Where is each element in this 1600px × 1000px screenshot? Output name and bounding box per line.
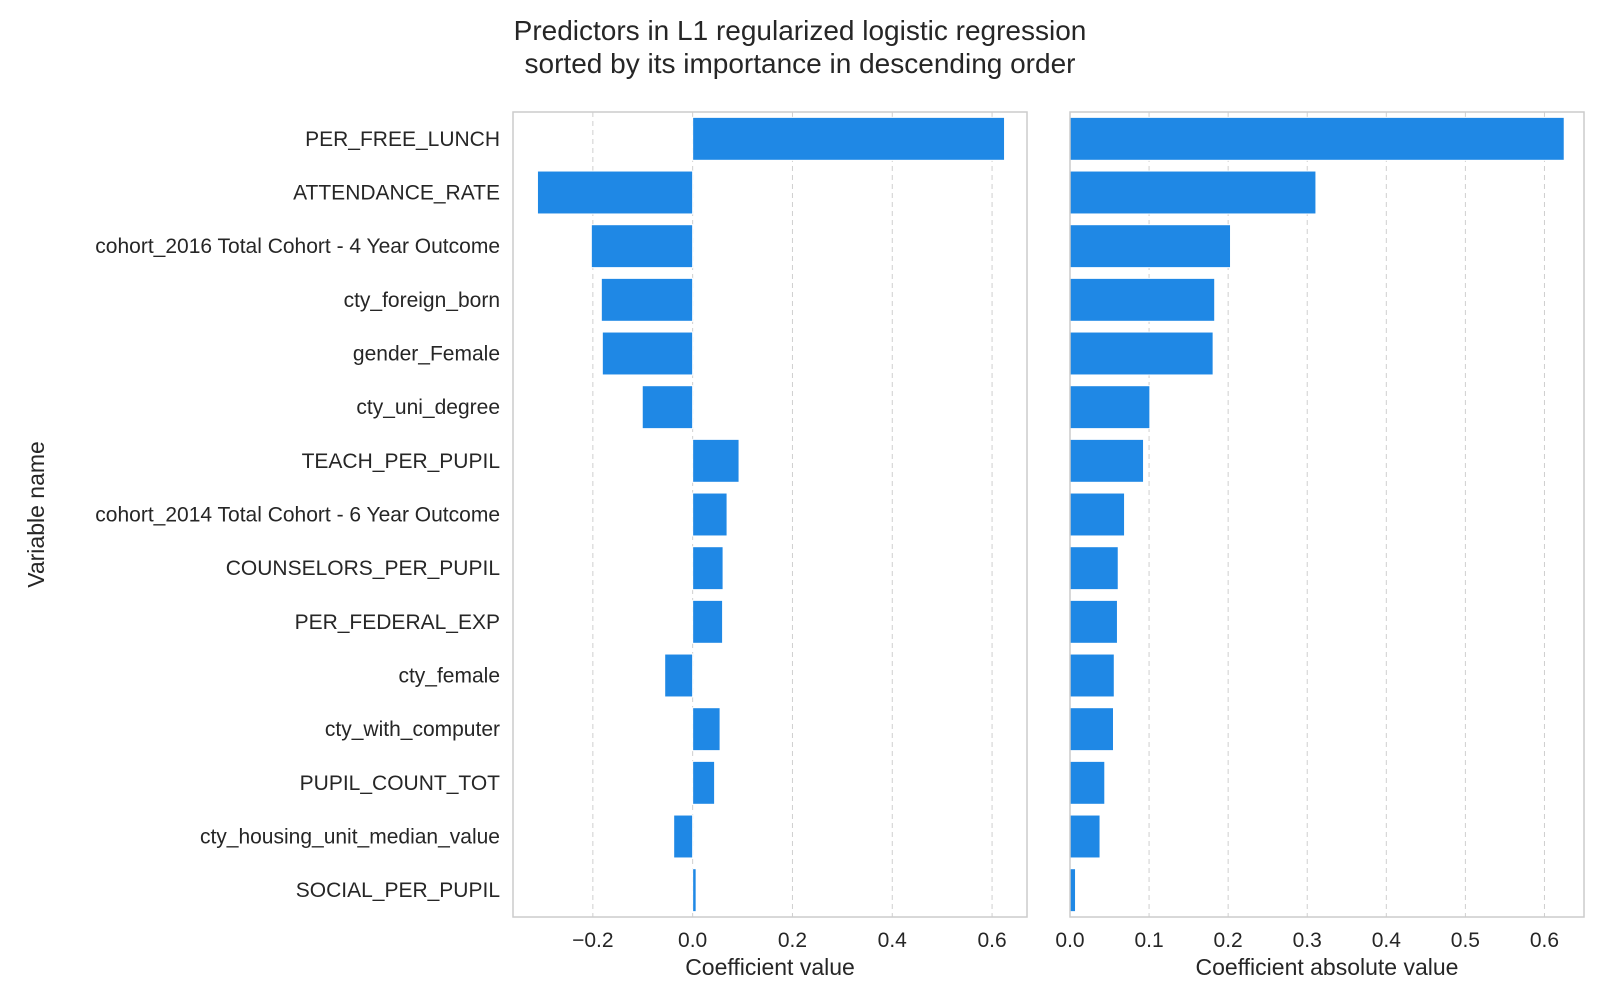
panel-1-xtick-label-5: 0.6	[977, 929, 1006, 952]
panel-1-ytick-label-1: PER_FREE_LUNCH	[305, 128, 500, 151]
panel-2-bar-14	[1069, 814, 1101, 859]
panel-2-xtick-label-7: 0.6	[1530, 929, 1559, 952]
panel-1-bar-12	[692, 707, 721, 752]
panel-1-xtick-label-2: 0.0	[678, 929, 707, 952]
panel-1-xtick-label-1: −0.2	[572, 929, 613, 952]
panel-1-bar-15	[692, 868, 697, 913]
panel-1-bar-9	[692, 546, 724, 591]
panel-1-bar-11	[664, 653, 694, 698]
panel-1-frame	[512, 111, 1028, 918]
panel-2-xtick-label-6: 0.5	[1451, 929, 1480, 952]
panel-1-ytick-label-6: cty_uni_degree	[356, 396, 500, 419]
panel-1-ytick-label-3: cohort_2016 Total Cohort - 4 Year Outcom…	[95, 235, 500, 258]
panel-1-xtick-label-4: 0.4	[878, 929, 908, 952]
panel-1-ytick-label-2: ATTENDANCE_RATE	[293, 182, 500, 205]
panel-1-bar-13	[692, 760, 716, 805]
chart-title-line-2: sorted by its importance in descending o…	[524, 48, 1076, 79]
panel-1-x-axis-label: Coefficient value	[685, 954, 855, 980]
panel-2-xtick-label-3: 0.2	[1214, 929, 1243, 952]
panel-1-ytick-label-4: cty_foreign_born	[344, 289, 500, 312]
panel-1-bar-6	[641, 385, 694, 430]
panel-1-ytick-label-12: cty_with_computer	[325, 718, 500, 741]
panel-2-bar-15	[1069, 868, 1077, 913]
panel-1-bar-7	[692, 438, 740, 483]
panel-1-bar-1	[692, 116, 1006, 161]
panel-2-xtick-label-4: 0.3	[1293, 929, 1322, 952]
panel-2-bar-9	[1069, 546, 1119, 591]
panel-2-xtick-label-2: 0.1	[1134, 929, 1163, 952]
panel-2-bar-5	[1069, 331, 1214, 376]
panel-2-bar-11	[1069, 653, 1115, 698]
panel-2-bar-8	[1069, 492, 1126, 537]
panel-1-bar-5	[601, 331, 694, 376]
panel-1-bar-14	[673, 814, 694, 859]
panel-1-bar-3	[590, 224, 694, 269]
panel-1-bar-10	[692, 599, 724, 644]
chart-title-line-1: Predictors in L1 regularized logistic re…	[513, 15, 1087, 46]
panel-2-bar-4	[1069, 277, 1216, 322]
panel-2-bar-3	[1069, 224, 1232, 269]
panel-2-bar-13	[1069, 760, 1106, 805]
panel-1-ytick-label-15: SOCIAL_PER_PUPIL	[296, 879, 500, 902]
panel-1-ytick-label-10: PER_FEDERAL_EXP	[295, 611, 500, 634]
panel-2-bar-12	[1069, 707, 1114, 752]
panel-2-bar-2	[1069, 170, 1317, 215]
chart-title: Predictors in L1 regularized logistic re…	[0, 14, 1600, 80]
panel-1-ytick-label-7: TEACH_PER_PUPIL	[302, 450, 500, 473]
panel-1-ytick-label-8: cohort_2014 Total Cohort - 6 Year Outcom…	[95, 504, 500, 527]
panel-1-bar-4	[600, 277, 694, 322]
panel-1-xtick-label-3: 0.2	[778, 929, 807, 952]
panel-2-bar-7	[1069, 438, 1145, 483]
panel-2-bar-6	[1069, 385, 1151, 430]
panel-2-xtick-label-5: 0.4	[1372, 929, 1402, 952]
panel-2-bar-1	[1069, 116, 1565, 161]
panel-1-bar-8	[692, 492, 728, 537]
panel-2-xtick-label-1: 0.0	[1055, 929, 1084, 952]
panel-1-y-axis-label: Variable name	[23, 441, 49, 588]
panel-2: 0.0 0.1 0.2 0.3 0.4 0.5 0.6 Coefficient absolut…	[1055, 111, 1585, 980]
panel-1-ytick-label-11: cty_female	[398, 665, 500, 688]
panel-1-bar-2	[536, 170, 694, 215]
panel-1: −0.2 0.0 0.2 0.4 0.6 Coefficient value PER_FRE…	[23, 111, 1028, 980]
panel-1-ytick-label-5: gender_Female	[353, 343, 500, 366]
panel-1-ytick-label-9: COUNSELORS_PER_PUPIL	[226, 557, 500, 580]
panel-1-ytick-label-14: cty_housing_unit_median_value	[200, 826, 500, 849]
panel-1-ytick-label-13: PUPIL_COUNT_TOT	[300, 772, 500, 795]
panel-2-frame	[1069, 111, 1585, 918]
panel-2-bar-10	[1069, 599, 1118, 644]
panel-2-x-axis-label: Coefficient absolute value	[1196, 954, 1459, 980]
